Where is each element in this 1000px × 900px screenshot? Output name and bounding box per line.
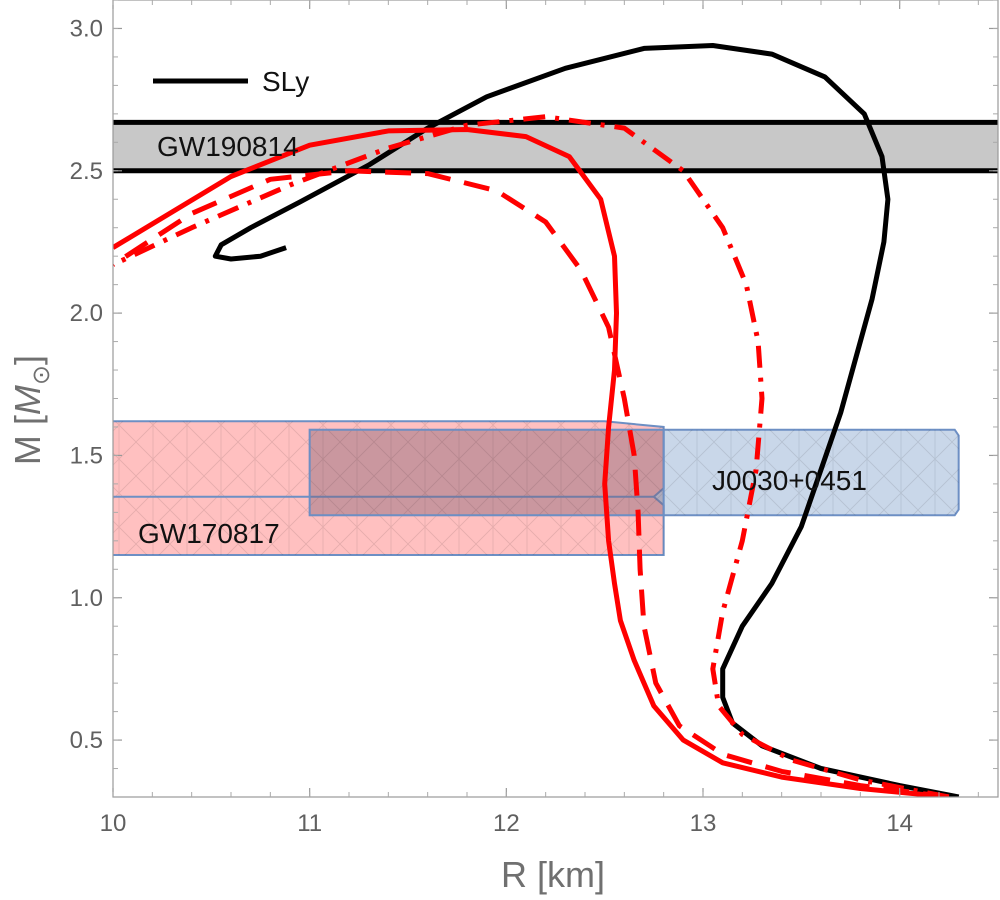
band-gw170817-hatch <box>113 421 664 556</box>
band-label-gw190814: GW190814 <box>157 131 299 162</box>
legend-label-sly: SLy <box>262 66 309 97</box>
x-tick-label: 14 <box>886 810 913 837</box>
band-overlap <box>308 428 665 517</box>
band-label-gw170817: GW170817 <box>138 518 280 549</box>
legend: SLy <box>153 66 309 97</box>
x-tick-label: 13 <box>690 810 717 837</box>
series-line-1 <box>113 127 950 797</box>
y-tick-label: 1.0 <box>70 585 103 612</box>
series-line-0 <box>212 43 960 797</box>
y-tick-label: 0.5 <box>70 727 103 754</box>
axes-layer: 10 11 12 13 14 0.5 1.0 1.5 2.0 2.5 3.0 <box>70 0 999 837</box>
series-layer <box>113 43 960 797</box>
y-tick-label: 2.5 <box>70 158 103 185</box>
y-tick-label: 2.0 <box>70 300 103 327</box>
x-tick-label: 12 <box>493 810 520 837</box>
x-tick-label: 11 <box>297 810 322 837</box>
band-label-j0030: J0030+0451 <box>712 465 867 496</box>
x-axis-label: R [km] <box>501 854 605 895</box>
y-axis-label: M [M⊙] <box>7 355 55 465</box>
y-tick-label: 3.0 <box>70 15 103 42</box>
x-tick-label: 10 <box>100 810 127 837</box>
series-line-2 <box>113 168 950 797</box>
y-tick-label: 1.5 <box>70 442 103 469</box>
